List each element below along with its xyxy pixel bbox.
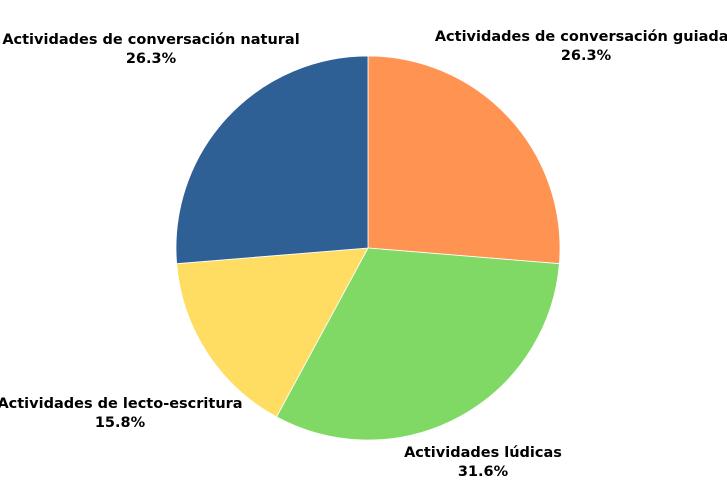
slice-percent-2: 31.6%	[458, 464, 509, 480]
slice-percent-1: 26.3%	[561, 48, 612, 64]
slice-label-4: Actividades de conversación natural	[2, 32, 299, 48]
slice-label-1: Actividades de conversación guiadas	[435, 29, 727, 45]
slice-percent-3: 15.8%	[95, 415, 146, 431]
slice-label-2: Actividades lúdicas	[404, 445, 562, 461]
pie-slice-3	[176, 247, 369, 418]
slice-percent-4: 26.3%	[126, 51, 177, 67]
pie-labels: Actividades de conversación guiadas 26.3%…	[0, 29, 727, 480]
pie-slice-4	[175, 55, 369, 265]
slice-label-3: Actividades de lecto-escritura	[0, 396, 243, 412]
pie-slices	[175, 55, 561, 441]
pie-slice-1	[367, 55, 561, 265]
pie-slice-2	[276, 247, 560, 441]
